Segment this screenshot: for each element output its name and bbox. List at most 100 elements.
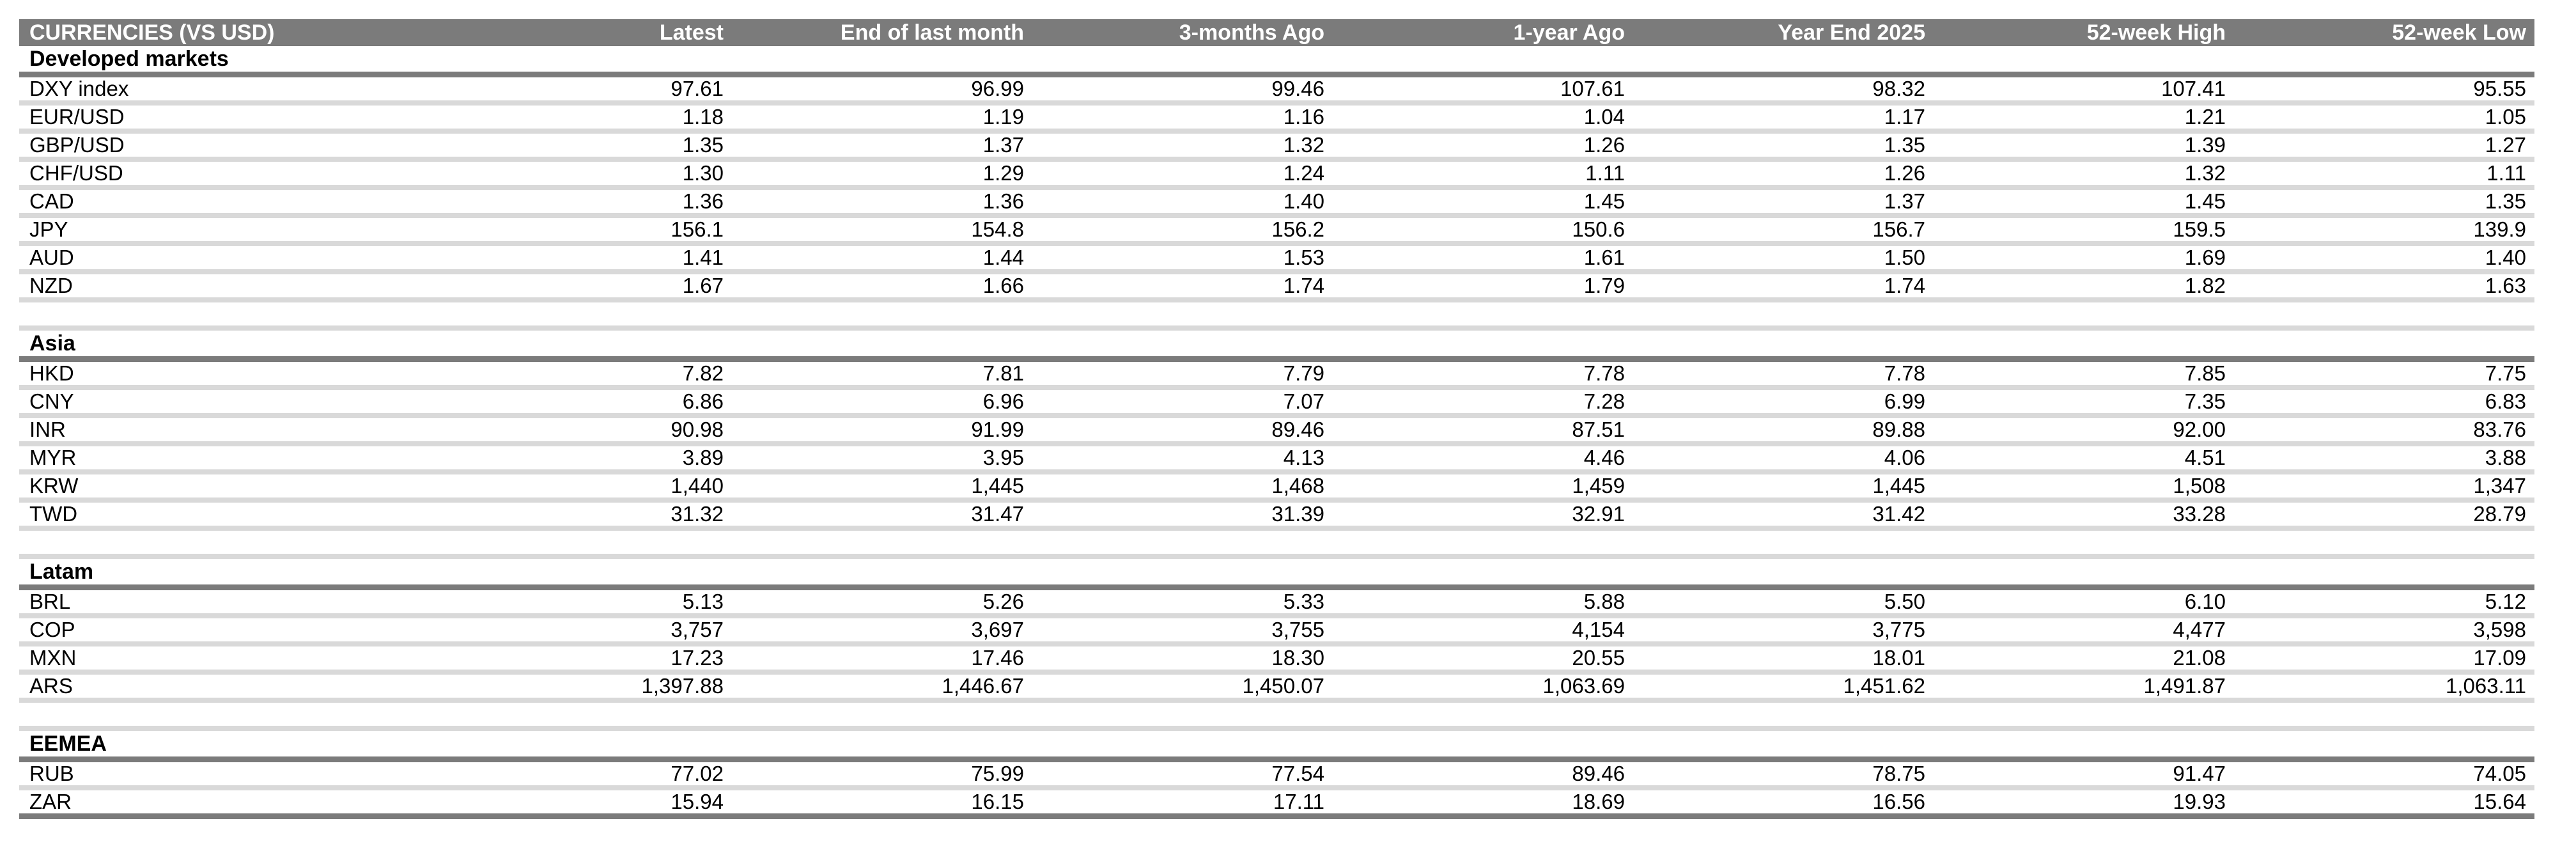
section-title-underline [19,356,2534,362]
value-cell: 91.99 [971,418,1024,441]
data-row: GBP/USD 1.35 1.37 1.32 1.26 1.35 1.39 1.27 [19,133,2534,157]
value-cell: 7.35 [2184,389,2226,413]
row-separator [19,213,2534,218]
value-cell: 156.7 [1872,217,1925,241]
value-cell: 18.01 [1872,646,1925,670]
data-row: ARS 1,397.88 1,446.67 1,450.07 1,063.69 1,451… [19,674,2534,698]
header-cell-3: 3-months Ago [1179,20,1324,45]
value-cell: 90.98 [671,418,724,441]
row-separator [19,726,2534,731]
value-cell: 1.82 [2184,274,2226,297]
value-cell: 3.88 [2485,446,2526,469]
value-cell: 156.2 [1271,217,1324,241]
row-separator [19,698,2534,703]
data-row: COP 3,757 3,697 3,755 4,154 3,775 4,477 3,598 [19,618,2534,641]
section-spacer [19,302,2534,325]
value-cell: 1.44 [982,246,1024,269]
row-label: RUB [29,762,74,785]
row-separator [19,469,2534,474]
value-cell: 17.23 [671,646,724,670]
value-cell: 4.06 [1884,446,1925,469]
value-cell: 3,757 [671,618,724,641]
value-cell: 31.39 [1271,502,1324,526]
value-cell: 5.13 [682,590,724,613]
section-title-underline [19,756,2534,762]
row-label: MYR [29,446,77,469]
row-separator [19,297,2534,302]
value-cell: 99.46 [1271,77,1324,100]
value-cell: 1,063.11 [2445,674,2526,698]
value-cell: 107.61 [1560,77,1625,100]
value-cell: 17.11 [1273,790,1324,813]
value-cell: 16.15 [971,790,1024,813]
value-cell: 1,347 [2473,474,2526,498]
row-separator [19,241,2534,246]
value-cell: 156.1 [671,217,724,241]
value-cell: 1,468 [1271,474,1324,498]
value-cell: 74.05 [2473,762,2526,785]
section-spacer [19,703,2534,726]
value-cell: 1.79 [1583,274,1625,297]
header-cell-5: Year End 2025 [1778,20,1925,45]
row-separator [19,185,2534,190]
section-title: EEMEA [29,731,107,756]
value-cell: 1.37 [982,133,1024,157]
value-cell: 7.28 [1583,389,1625,413]
row-separator [19,325,2534,331]
row-label: BRL [29,590,71,613]
value-cell: 1.45 [2184,189,2226,213]
value-cell: 3.95 [982,446,1024,469]
data-row: CAD 1.36 1.36 1.40 1.45 1.37 1.45 1.35 [19,189,2534,213]
row-label: NZD [29,274,73,297]
data-row: ZAR 15.94 16.15 17.11 18.69 16.56 19.93 15.64 [19,790,2534,813]
row-separator [19,129,2534,134]
value-cell: 1.36 [682,189,724,213]
value-cell: 1.16 [1283,105,1324,129]
value-cell: 6.86 [682,389,724,413]
value-cell: 1.19 [982,105,1024,129]
row-label: CHF/USD [29,161,123,185]
value-cell: 89.46 [1271,418,1324,441]
section-title: Latam [29,559,94,584]
row-separator [19,441,2534,446]
value-cell: 3.89 [682,446,724,469]
value-cell: 1.11 [2487,161,2526,185]
table-bottom-border [19,813,2534,819]
row-label: INR [29,418,66,441]
value-cell: 1,508 [2173,474,2226,498]
data-row: RUB 77.02 75.99 77.54 89.46 78.75 91.47 74.05 [19,762,2534,785]
value-cell: 1.17 [1884,105,1925,129]
value-cell: 1.26 [1583,133,1625,157]
value-cell: 89.88 [1872,418,1925,441]
value-cell: 1.35 [682,133,724,157]
value-cell: 75.99 [971,762,1024,785]
section-title: Developed markets [29,46,229,71]
row-separator [19,526,2534,531]
data-row: MYR 3.89 3.95 4.13 4.46 4.06 4.51 3.88 [19,446,2534,469]
value-cell: 1.32 [1283,133,1324,157]
row-label: ARS [29,674,73,698]
value-cell: 154.8 [971,217,1024,241]
section-title-row: Asia [19,331,2534,356]
value-cell: 6.99 [1884,389,1925,413]
value-cell: 4,154 [1572,618,1625,641]
row-label: AUD [29,246,74,269]
value-cell: 1.45 [1583,189,1625,213]
header-cell-4: 1-year Ago [1513,20,1625,45]
value-cell: 7.78 [1884,361,1925,385]
value-cell: 17.46 [971,646,1024,670]
row-separator [19,641,2534,646]
value-cell: 1.18 [682,105,724,129]
section-title-underline [19,72,2534,77]
data-row: HKD 7.82 7.81 7.79 7.78 7.78 7.85 7.75 [19,361,2534,385]
value-cell: 1.04 [1583,105,1625,129]
value-cell: 1,397.88 [641,674,724,698]
value-cell: 1,440 [671,474,724,498]
header-cell-1: Latest [659,20,724,45]
value-cell: 7.82 [682,361,724,385]
row-separator [19,413,2534,418]
value-cell: 77.02 [671,762,724,785]
section-spacer [19,531,2534,554]
row-label: GBP/USD [29,133,125,157]
value-cell: 1.11 [1585,161,1625,185]
